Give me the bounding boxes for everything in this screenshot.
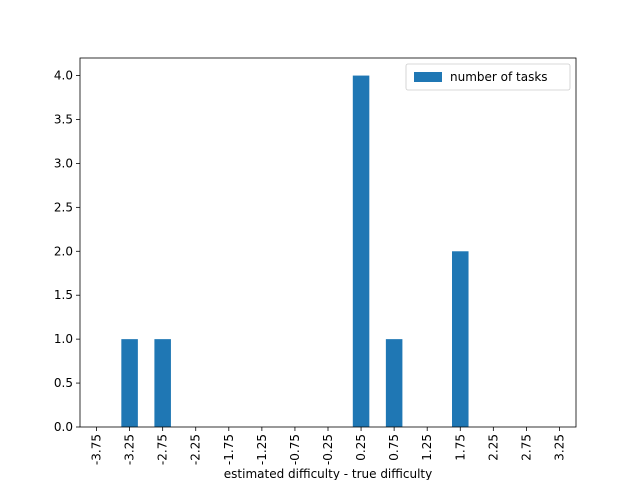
bar: [154, 339, 171, 427]
bar: [385, 339, 403, 427]
axes-frame: [79, 57, 577, 428]
bar: [121, 339, 138, 427]
bar: [452, 251, 469, 427]
x-tick-label: -2.75: [156, 434, 170, 465]
x-tick-label: -3.75: [90, 434, 104, 465]
legend-swatch: [414, 72, 442, 82]
y-tick-label: 0.5: [54, 376, 73, 390]
y-tick-label: 3.5: [54, 113, 73, 127]
y-tick-label: 4.0: [54, 69, 73, 83]
legend-box: [405, 63, 571, 91]
bar: [352, 75, 370, 428]
x-tick-label: 2.75: [519, 434, 533, 461]
x-axis-label: estimated difficulty - true difficulty: [224, 467, 432, 480]
x-tick-label: -1.75: [222, 434, 236, 465]
y-tick-label: 2.0: [54, 244, 73, 258]
y-tick-label: 1.5: [54, 288, 73, 302]
x-tick-label: -1.25: [255, 434, 269, 465]
y-tick-label: 2.5: [54, 200, 73, 214]
x-tick-label: 2.25: [486, 434, 500, 461]
x-tick-label: -0.25: [321, 434, 335, 465]
y-tick-label: 0.0: [54, 420, 73, 434]
x-tick-label: 0.75: [387, 434, 401, 461]
y-tick-label: 1.0: [54, 332, 73, 346]
x-tick-label: 1.75: [453, 434, 467, 461]
legend-label: number of tasks: [450, 70, 548, 84]
x-tick-label: 3.25: [552, 434, 566, 461]
x-tick-label: -0.75: [288, 434, 302, 465]
y-tick-label: 3.0: [54, 156, 73, 170]
x-tick-label: -3.25: [123, 434, 137, 465]
x-tick-label: 0.25: [354, 434, 368, 461]
x-tick-label: -2.25: [189, 434, 203, 465]
x-tick-label: 1.25: [420, 434, 434, 461]
